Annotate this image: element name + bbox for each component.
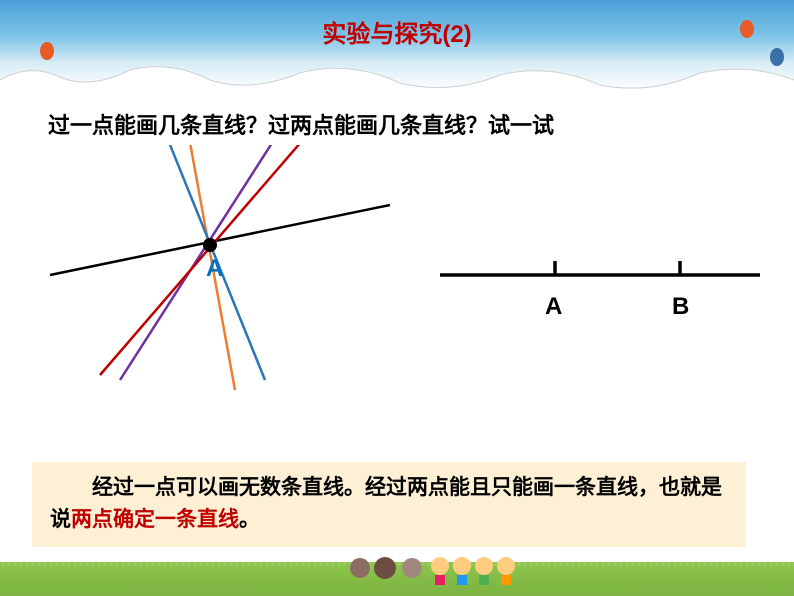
conclusion-highlight: 两点确定一条直线 (71, 508, 239, 531)
right-diagram-line (440, 261, 760, 275)
torn-edge-decoration (0, 55, 794, 95)
conclusion-part2: 。 (239, 508, 260, 531)
point-a-label: A (206, 255, 223, 283)
diagrams-svg (0, 145, 794, 425)
slide-title: 实验与探究(2) (322, 14, 471, 49)
diagram-area: A AB (0, 145, 794, 425)
question-text: 过一点能画几条直线？过两点能画几条直线？试一试 (48, 108, 554, 140)
point-a-marker (203, 238, 217, 252)
footer-characters (340, 528, 520, 588)
